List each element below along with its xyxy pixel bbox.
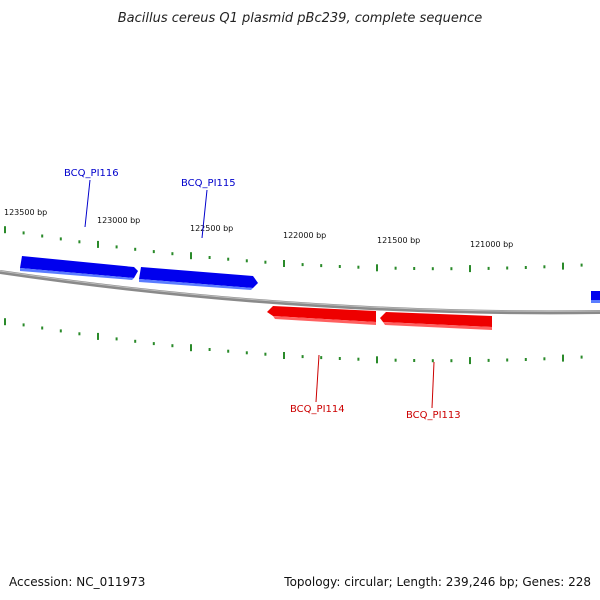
inner-minor-tick: [264, 352, 267, 356]
inner-major-tick: [562, 354, 564, 362]
inner-minor-tick: [506, 358, 509, 362]
outer-tick-track: [4, 226, 583, 273]
inner-tick-track: [4, 318, 583, 365]
outer-minor-tick: [338, 265, 341, 268]
outer-minor-tick: [22, 231, 25, 235]
gene-partial-right[interactable]: [591, 291, 600, 303]
inner-minor-tick: [115, 337, 118, 341]
outer-major-tick: [562, 262, 564, 270]
summary-text: Topology: circular; Length: 239,246 bp; …: [283, 575, 591, 589]
outer-major-tick: [469, 265, 471, 273]
outer-minor-tick: [580, 263, 583, 267]
tick-label-121500: 121500 bp: [377, 236, 420, 245]
tick-label-123500: 123500 bp: [4, 208, 47, 217]
inner-minor-tick: [394, 358, 397, 362]
outer-minor-tick: [152, 250, 155, 254]
inner-minor-tick: [487, 358, 490, 362]
inner-minor-tick: [450, 359, 453, 363]
outer-major-tick: [283, 260, 285, 267]
inner-minor-tick: [320, 356, 323, 360]
accession-text: Accession: NC_011973: [9, 575, 145, 589]
outer-minor-tick: [78, 240, 81, 244]
outer-major-tick: [376, 264, 378, 272]
gene-label-BCQ_PI113[interactable]: BCQ_PI113: [406, 410, 461, 421]
outer-minor-tick: [41, 234, 44, 238]
outer-minor-tick: [171, 252, 174, 256]
inner-minor-tick: [524, 358, 527, 361]
tick-label-121000: 121000 bp: [470, 240, 513, 249]
inner-minor-tick: [227, 349, 230, 353]
outer-minor-tick: [506, 266, 509, 270]
inner-minor-tick: [208, 348, 211, 351]
inner-minor-tick: [171, 344, 174, 348]
outer-minor-tick: [227, 257, 230, 261]
leader-line-BCQ_PI113: [431, 361, 435, 409]
outer-minor-tick: [394, 266, 397, 270]
plasmid-backbone: [0, 270, 600, 315]
inner-major-tick: [97, 332, 99, 340]
inner-major-tick: [376, 356, 378, 364]
outer-minor-tick: [450, 267, 453, 271]
outer-major-tick: [190, 252, 192, 260]
outer-minor-tick: [115, 245, 118, 249]
inner-major-tick: [283, 352, 285, 359]
inner-minor-tick: [152, 342, 155, 346]
gene-BCQ_PI114[interactable]: [267, 306, 376, 325]
leader-line-BCQ_PI114: [315, 354, 320, 403]
outer-minor-tick: [413, 267, 416, 270]
outer-minor-tick: [524, 266, 527, 269]
leader-line-BCQ_PI115: [201, 189, 208, 239]
inner-minor-tick: [301, 355, 304, 359]
inner-minor-tick: [41, 326, 44, 330]
outer-minor-tick: [301, 263, 304, 267]
outer-minor-tick: [320, 264, 323, 268]
inner-minor-tick: [338, 357, 341, 360]
outer-minor-tick: [431, 267, 434, 271]
inner-minor-tick: [431, 359, 434, 363]
gene-BCQ_PI113[interactable]: [380, 312, 492, 330]
outer-major-tick: [97, 240, 99, 248]
outer-minor-tick: [245, 259, 248, 263]
inner-minor-tick: [413, 359, 416, 362]
gene-BCQ_PI116[interactable]: [20, 256, 138, 280]
inner-minor-tick: [78, 332, 81, 336]
outer-minor-tick: [59, 237, 62, 241]
outer-minor-tick: [134, 247, 137, 251]
outer-major-tick: [4, 226, 6, 234]
inner-minor-tick: [59, 329, 62, 333]
leader-line-BCQ_PI116: [84, 179, 91, 228]
tick-label-122000: 122000 bp: [283, 231, 326, 240]
gene-label-BCQ_PI115[interactable]: BCQ_PI115: [181, 178, 236, 189]
inner-minor-tick: [22, 323, 25, 327]
inner-major-tick: [4, 318, 6, 326]
inner-major-tick: [469, 357, 471, 365]
outer-minor-tick: [543, 265, 546, 269]
inner-minor-tick: [580, 355, 583, 359]
map-title: Bacillus cereus Q1 plasmid pBc239, compl…: [118, 11, 482, 26]
inner-minor-tick: [134, 339, 137, 343]
inner-major-tick: [190, 344, 192, 352]
tick-label-122500: 122500 bp: [190, 224, 233, 233]
inner-minor-tick: [543, 357, 546, 361]
inner-minor-tick: [245, 351, 248, 355]
gene-label-BCQ_PI116[interactable]: BCQ_PI116: [64, 168, 119, 179]
outer-minor-tick: [487, 266, 490, 270]
outer-minor-tick: [208, 256, 211, 259]
gene-label-BCQ_PI114[interactable]: BCQ_PI114: [290, 404, 345, 415]
outer-minor-tick: [357, 265, 360, 269]
inner-minor-tick: [357, 357, 360, 361]
gene-BCQ_PI115[interactable]: [139, 267, 258, 290]
tick-label-123000: 123000 bp: [97, 216, 140, 225]
outer-minor-tick: [264, 260, 267, 264]
